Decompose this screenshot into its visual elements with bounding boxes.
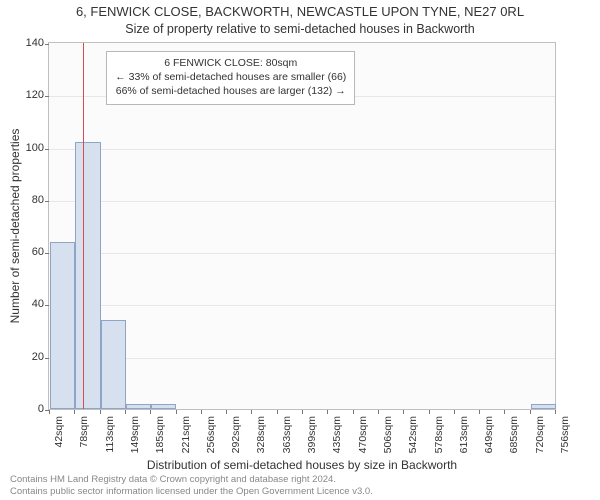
x-tick-label: 613sqm: [458, 416, 470, 453]
y-tick-label: 0: [10, 403, 44, 415]
x-tick-mark: [277, 410, 278, 414]
x-tick-label: 221sqm: [180, 416, 192, 453]
x-tick-mark: [327, 410, 328, 414]
x-tick-label: 756sqm: [559, 416, 571, 453]
x-tick-mark: [49, 410, 50, 414]
chart-subtitle: Size of property relative to semi-detach…: [0, 20, 600, 37]
x-tick-mark: [530, 410, 531, 414]
x-tick-mark: [403, 410, 404, 414]
histogram-bar: [101, 320, 126, 409]
x-tick-mark: [504, 410, 505, 414]
y-tick-mark: [45, 96, 49, 97]
chart-title: 6, FENWICK CLOSE, BACKWORTH, NEWCASTLE U…: [0, 0, 600, 20]
histogram-bar: [151, 404, 176, 409]
footer-line-1: Contains HM Land Registry data © Crown c…: [10, 474, 373, 486]
histogram-bar: [50, 242, 75, 409]
annotation-line-3: 66% of semi-detached houses are larger (…: [115, 84, 346, 98]
y-tick-label: 20: [10, 351, 44, 363]
x-tick-mark: [201, 410, 202, 414]
highlight-marker: [83, 43, 84, 409]
gridline: [49, 253, 555, 254]
y-tick-mark: [45, 305, 49, 306]
x-tick-label: 78sqm: [78, 416, 90, 448]
x-tick-label: 578sqm: [433, 416, 445, 453]
histogram-bar: [531, 404, 556, 409]
x-tick-label: 256sqm: [205, 416, 217, 453]
gridline: [49, 305, 555, 306]
x-tick-mark: [378, 410, 379, 414]
x-tick-label: 399sqm: [306, 416, 318, 453]
annotation-line-1: 6 FENWICK CLOSE: 80sqm: [115, 56, 346, 70]
plot-outer: 6 FENWICK CLOSE: 80sqm ← 33% of semi-det…: [48, 42, 556, 410]
gridline: [49, 149, 555, 150]
x-tick-mark: [125, 410, 126, 414]
x-tick-label: 149sqm: [129, 416, 141, 453]
x-tick-label: 720sqm: [534, 416, 546, 453]
x-tick-mark: [176, 410, 177, 414]
y-tick-label: 60: [10, 246, 44, 258]
x-tick-mark: [74, 410, 75, 414]
x-tick-mark: [353, 410, 354, 414]
y-tick-mark: [45, 201, 49, 202]
y-tick-mark: [45, 253, 49, 254]
y-tick-mark: [45, 149, 49, 150]
footer-line-2: Contains public sector information licen…: [10, 486, 373, 498]
y-tick-mark: [45, 358, 49, 359]
x-tick-label: 649sqm: [483, 416, 495, 453]
x-tick-mark: [100, 410, 101, 414]
x-tick-label: 185sqm: [154, 416, 166, 453]
chart-container: 6, FENWICK CLOSE, BACKWORTH, NEWCASTLE U…: [0, 0, 600, 500]
x-tick-label: 506sqm: [382, 416, 394, 453]
x-tick-label: 292sqm: [230, 416, 242, 453]
x-tick-mark: [429, 410, 430, 414]
y-tick-mark: [45, 44, 49, 45]
annotation-line-2: ← 33% of semi-detached houses are smalle…: [115, 70, 346, 84]
y-tick-label: 120: [10, 89, 44, 101]
x-tick-label: 42sqm: [53, 416, 65, 448]
footer-attribution: Contains HM Land Registry data © Crown c…: [10, 474, 373, 498]
histogram-bar: [75, 142, 100, 409]
x-tick-mark: [251, 410, 252, 414]
y-tick-label: 100: [10, 142, 44, 154]
x-tick-label: 542sqm: [407, 416, 419, 453]
y-tick-label: 40: [10, 298, 44, 310]
x-tick-label: 328sqm: [255, 416, 267, 453]
x-axis-label: Distribution of semi-detached houses by …: [48, 458, 556, 472]
x-tick-mark: [302, 410, 303, 414]
x-tick-mark: [479, 410, 480, 414]
gridline: [49, 201, 555, 202]
x-tick-mark: [454, 410, 455, 414]
x-tick-label: 435sqm: [331, 416, 343, 453]
x-tick-label: 363sqm: [281, 416, 293, 453]
x-tick-mark: [555, 410, 556, 414]
y-tick-label: 80: [10, 194, 44, 206]
annotation-box: 6 FENWICK CLOSE: 80sqm ← 33% of semi-det…: [106, 51, 355, 105]
x-tick-label: 470sqm: [357, 416, 369, 453]
histogram-bar: [126, 404, 151, 409]
x-tick-label: 113sqm: [104, 416, 116, 453]
x-tick-mark: [226, 410, 227, 414]
y-tick-label: 140: [10, 37, 44, 49]
x-tick-mark: [150, 410, 151, 414]
x-tick-label: 685sqm: [508, 416, 520, 453]
